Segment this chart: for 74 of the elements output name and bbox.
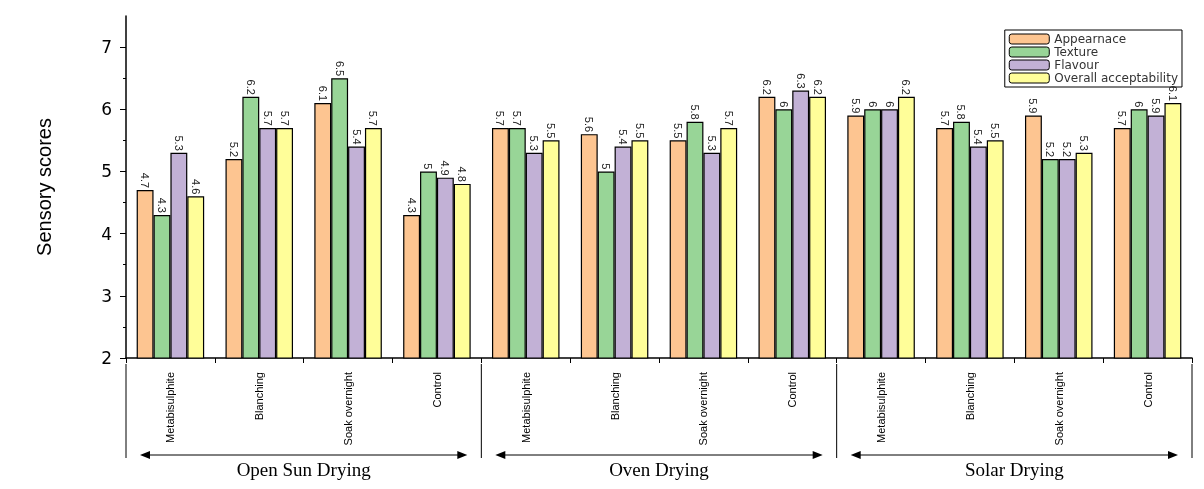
- data-label: 5.7: [261, 110, 274, 126]
- x-tick-label: Control: [430, 372, 443, 408]
- data-label: 4.6: [189, 179, 202, 195]
- data-label: 5.9: [1027, 98, 1040, 114]
- x-tick-label: Control: [786, 372, 799, 408]
- data-label: 6.5: [333, 60, 346, 77]
- data-label: 5.3: [1078, 135, 1091, 151]
- data-label: 5.4: [972, 129, 985, 145]
- text: Oven Drying: [609, 458, 710, 480]
- data-label: 6.2: [760, 79, 773, 95]
- data-label: 4.7: [139, 172, 152, 189]
- data-label: 5.8: [955, 104, 968, 120]
- y-axis-title: Sensory scores: [33, 118, 55, 256]
- data-label: 4.3: [405, 197, 418, 213]
- data-label: 6.1: [1166, 85, 1179, 102]
- x-tick-label: Control: [1141, 372, 1154, 408]
- data-label: 5.3: [528, 135, 541, 151]
- data-label: 5.2: [227, 141, 240, 158]
- data-label: 6.2: [900, 79, 913, 95]
- data-label: 6: [777, 101, 790, 108]
- data-label: 4.9: [439, 160, 452, 176]
- data-label: 5.7: [938, 110, 951, 126]
- y-tick-label: 3: [101, 285, 112, 306]
- data-label: 5.7: [722, 110, 735, 126]
- text: Solar Drying: [964, 458, 1065, 480]
- legend-label: Flavour: [1054, 58, 1099, 72]
- data-label: 5.2: [1061, 141, 1074, 158]
- text: Open Sun Drying: [236, 458, 372, 480]
- data-label: 6: [883, 101, 896, 108]
- x-tick-label: Blanching: [253, 372, 266, 421]
- y-tick-label: 4: [101, 223, 112, 244]
- data-label: 5.2: [1044, 141, 1057, 158]
- data-label: 5.3: [172, 135, 185, 151]
- data-label: 6.1: [316, 85, 329, 102]
- data-label: 4.3: [155, 197, 168, 213]
- data-label: 6: [1133, 101, 1146, 108]
- data-label: 5.5: [989, 123, 1002, 139]
- x-tick-label: Blanching: [608, 372, 621, 421]
- data-label: 5.7: [367, 110, 380, 126]
- data-label: 5: [422, 163, 435, 170]
- data-label: 5.9: [1150, 98, 1163, 114]
- data-label: 6.3: [794, 73, 807, 89]
- x-tick-label: Blanching: [963, 372, 976, 421]
- data-label: 5.5: [672, 123, 685, 139]
- data-label: 5.6: [583, 116, 596, 133]
- x-tick-label: Soak overnight: [1052, 372, 1065, 446]
- data-label: 4.8: [456, 166, 469, 182]
- data-label: 5.5: [633, 123, 646, 139]
- legend-label: Texture: [1053, 45, 1099, 59]
- data-label: 6: [866, 101, 879, 108]
- data-label: 5: [600, 163, 613, 170]
- y-tick-label: 7: [101, 37, 112, 58]
- x-tick-label: Soak overnight: [342, 372, 355, 446]
- y-tick-label: 5: [101, 161, 112, 182]
- x-tick-label: Metabisulphite: [875, 372, 888, 443]
- y-tick-label: 6: [101, 99, 112, 120]
- data-label: 6.2: [244, 79, 257, 95]
- data-label: 6.2: [811, 79, 824, 95]
- legend-label: Overall acceptability: [1054, 71, 1178, 85]
- legend-label: Appearnace: [1054, 32, 1127, 46]
- data-label: 5.7: [494, 110, 507, 126]
- data-label: 5.4: [350, 129, 363, 145]
- data-label: 5.3: [705, 135, 718, 151]
- y-tick-label: 2: [101, 348, 112, 368]
- x-tick-label: Metabisulphite: [164, 372, 177, 443]
- x-tick-label: Metabisulphite: [519, 372, 532, 443]
- x-tick-label: Soak overnight: [697, 372, 710, 446]
- data-label: 5.7: [278, 110, 291, 126]
- data-label: 5.7: [1116, 110, 1129, 126]
- data-label: 5.5: [545, 123, 558, 139]
- data-label: 5.9: [849, 98, 862, 114]
- data-label: 5.7: [511, 110, 524, 126]
- data-label: 5.8: [688, 104, 701, 120]
- data-label: 5.4: [617, 129, 630, 145]
